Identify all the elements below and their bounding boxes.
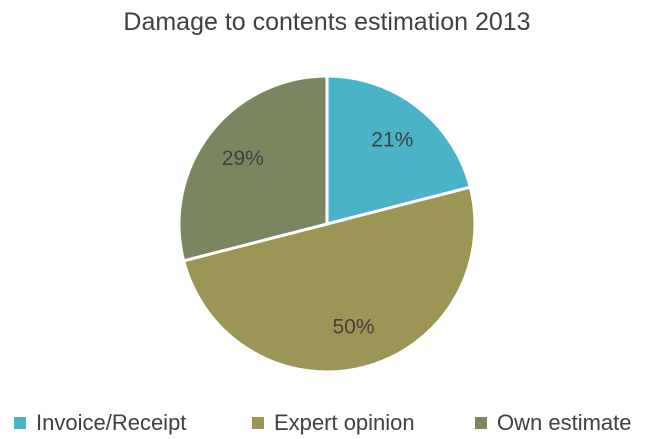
data-label-expert-opinion: 50% bbox=[332, 316, 374, 339]
chart-title: Damage to contents estimation 2013 bbox=[123, 8, 531, 36]
legend-item-expert-opinion: Expert opinion bbox=[252, 410, 415, 436]
data-label-own-estimate: 29% bbox=[222, 147, 264, 170]
legend-swatch-expert-opinion bbox=[252, 417, 264, 429]
legend-label-own-estimate: Own estimate bbox=[497, 410, 632, 435]
legend-item-own-estimate: Own estimate bbox=[475, 410, 632, 436]
legend-swatch-own-estimate bbox=[475, 417, 487, 429]
legend-label-invoice-receipt: Invoice/Receipt bbox=[36, 410, 187, 435]
legend-label-expert-opinion: Expert opinion bbox=[274, 410, 415, 435]
legend-item-invoice-receipt: Invoice/Receipt bbox=[14, 410, 186, 436]
pie-slice-own-estimate bbox=[177, 74, 329, 263]
pie-slice-expert-opinion bbox=[181, 185, 477, 374]
data-label-invoice-receipt: 21% bbox=[371, 128, 413, 151]
pie-chart: 21% 50% 29% bbox=[177, 74, 477, 374]
pie-slice-invoice-receipt bbox=[325, 74, 473, 226]
legend-swatch-invoice-receipt bbox=[14, 417, 26, 429]
legend: Invoice/Receipt Expert opinion Own estim… bbox=[0, 410, 654, 439]
